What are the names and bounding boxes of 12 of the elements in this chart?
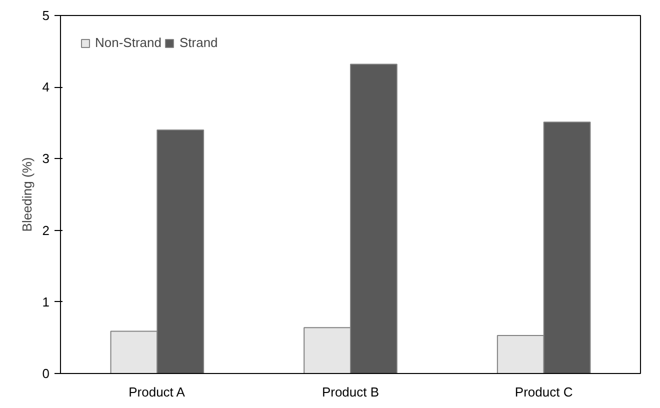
x-tick-label: Product A	[128, 384, 186, 400]
legend-label: Strand	[179, 35, 218, 50]
x-tick-label: Product C	[514, 384, 573, 400]
y-tick-label: 2	[42, 222, 50, 238]
y-axis-title: Bleeding (%)	[19, 157, 34, 232]
legend-label: Non-Strand	[95, 35, 162, 50]
y-tick-label: 0	[42, 366, 50, 381]
y-tick-label: 5	[42, 8, 50, 23]
y-tick-label: 1	[42, 294, 50, 310]
y-tick-label: 3	[42, 151, 50, 166]
x-tick-label: Product B	[322, 384, 380, 400]
y-tick-label: 4	[42, 80, 50, 95]
